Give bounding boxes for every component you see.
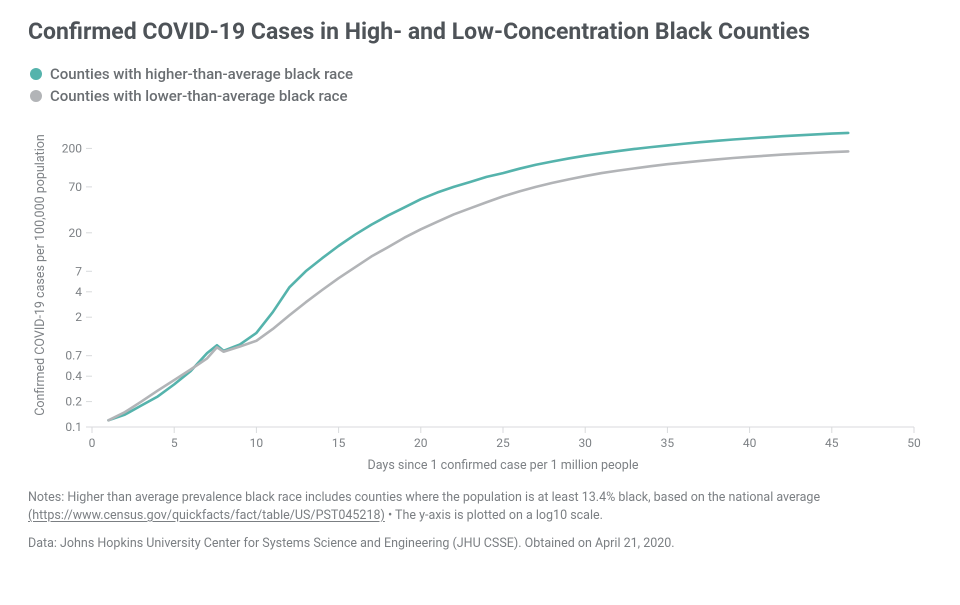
series-line-higher bbox=[108, 133, 848, 420]
svg-text:70: 70 bbox=[69, 180, 83, 194]
chart-area: 0 5 10 15 20 25 30 35 40 45 50 Days since 1 confirm… bbox=[28, 115, 932, 475]
notes-prefix: Notes: Higher than average prevalence bl… bbox=[28, 490, 820, 505]
legend-label-higher: Counties with higher-than-average black … bbox=[50, 65, 353, 83]
svg-text:200: 200 bbox=[62, 141, 82, 155]
page-root: Confirmed COVID-19 Cases in High- and Lo… bbox=[0, 0, 960, 605]
legend-dot-lower-icon bbox=[30, 90, 42, 102]
chart-notes: Notes: Higher than average prevalence bl… bbox=[28, 489, 932, 553]
svg-text:15: 15 bbox=[332, 436, 346, 450]
notes-link: (https://www.census.gov/quickfacts/fact/… bbox=[28, 508, 385, 523]
svg-text:40: 40 bbox=[743, 436, 757, 450]
svg-text:0.1: 0.1 bbox=[65, 420, 82, 434]
svg-text:7: 7 bbox=[75, 264, 82, 278]
chart-title: Confirmed COVID-19 Cases in High- and Lo… bbox=[28, 18, 932, 47]
notes-suffix: • The y-axis is plotted on a log10 scale… bbox=[385, 508, 603, 523]
series-line-lower bbox=[108, 151, 848, 420]
legend-dot-higher-icon bbox=[30, 68, 42, 80]
svg-text:20: 20 bbox=[414, 436, 428, 450]
svg-text:Days since 1 confirmed case pe: Days since 1 confirmed case per 1 millio… bbox=[368, 458, 639, 473]
svg-text:20: 20 bbox=[69, 226, 83, 240]
svg-text:45: 45 bbox=[825, 436, 839, 450]
svg-text:30: 30 bbox=[578, 436, 592, 450]
notes-line-1: Notes: Higher than average prevalence bl… bbox=[28, 489, 932, 525]
svg-text:0.4: 0.4 bbox=[65, 369, 82, 383]
svg-text:10: 10 bbox=[250, 436, 264, 450]
svg-text:2: 2 bbox=[75, 310, 82, 324]
svg-text:0.2: 0.2 bbox=[65, 394, 82, 408]
line-chart-svg: 0 5 10 15 20 25 30 35 40 45 50 Days since 1 confirm… bbox=[28, 115, 932, 475]
legend-item-lower: Counties with lower-than-average black r… bbox=[30, 87, 932, 105]
legend-label-lower: Counties with lower-than-average black r… bbox=[50, 87, 348, 105]
svg-text:Confirmed COVID-19 cases per 1: Confirmed COVID-19 cases per 100,000 pop… bbox=[33, 134, 48, 416]
svg-text:35: 35 bbox=[661, 436, 675, 450]
svg-text:5: 5 bbox=[171, 436, 178, 450]
svg-text:0: 0 bbox=[89, 436, 96, 450]
notes-line-2: Data: Johns Hopkins University Center fo… bbox=[28, 535, 932, 553]
svg-text:0.7: 0.7 bbox=[65, 348, 82, 362]
legend-item-higher: Counties with higher-than-average black … bbox=[30, 65, 932, 83]
svg-text:50: 50 bbox=[907, 436, 921, 450]
legend: Counties with higher-than-average black … bbox=[30, 65, 932, 105]
svg-text:4: 4 bbox=[75, 285, 82, 299]
svg-text:25: 25 bbox=[496, 436, 510, 450]
